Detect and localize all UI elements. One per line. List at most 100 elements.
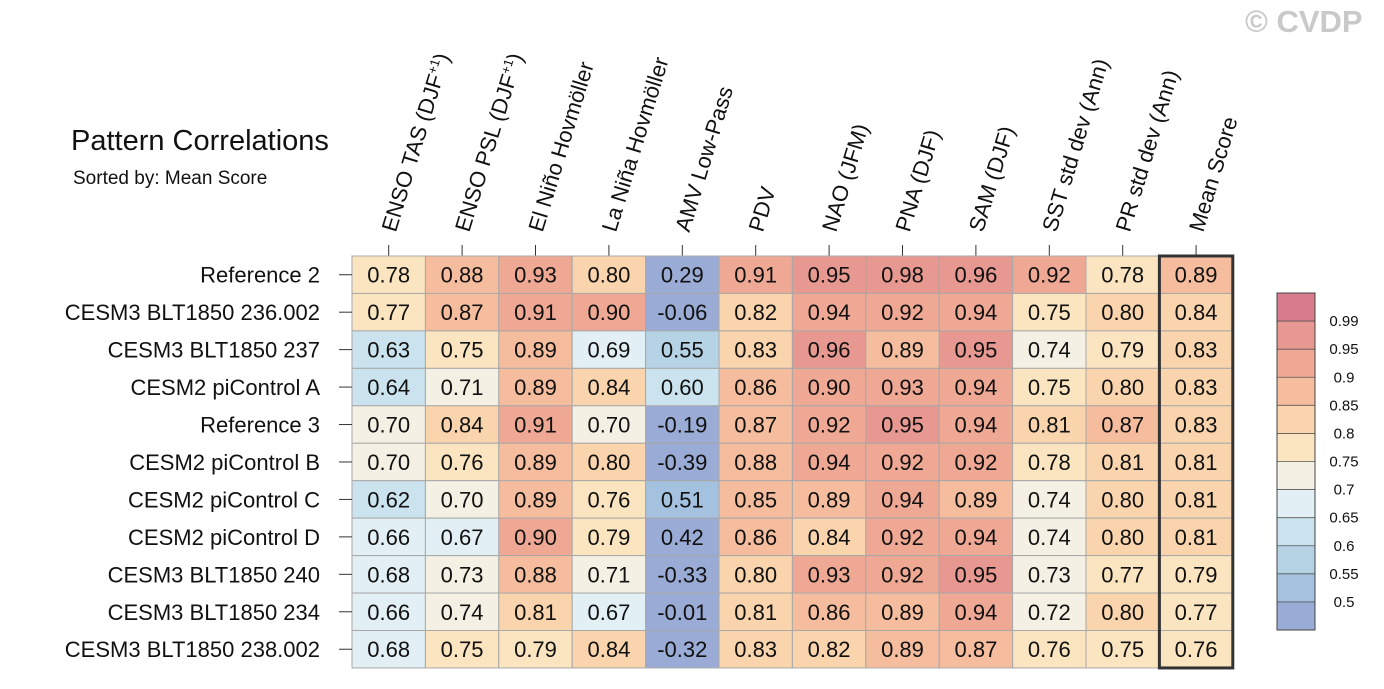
column-label-pna-djf: PNA (DJF) <box>890 127 945 235</box>
heatmap-cell <box>571 292 647 332</box>
cell-value-label: 0.81 <box>1175 525 1218 550</box>
heatmap-cell <box>571 367 647 407</box>
colorbar-tick-label: 0.65 <box>1329 510 1358 527</box>
heatmap-cell <box>718 630 793 669</box>
heatmap-cell <box>351 480 426 519</box>
cell-value-label: 0.77 <box>1101 562 1144 587</box>
row-label-cesm2-picontrol-c: CESM2 piControl C <box>128 487 320 512</box>
heatmap-cell <box>865 292 940 332</box>
heatmap-cell <box>1012 255 1087 294</box>
heatmap-cell <box>1012 480 1087 519</box>
cell-value-label: 0.81 <box>1175 450 1218 475</box>
heatmap-cell <box>718 367 793 407</box>
cell-value-label: 0.77 <box>1175 600 1218 625</box>
heatmap-cell <box>718 480 793 519</box>
cell-value-label: 0.83 <box>1175 338 1218 363</box>
heatmap-cell <box>1085 405 1160 444</box>
column-label-pr-std-dev-ann: PR std dev (Ann) <box>1111 67 1184 235</box>
colorbar-tick-label: 0.8 <box>1334 425 1355 442</box>
cell-value-label: 0.80 <box>1101 375 1144 400</box>
heatmap-cell <box>865 442 940 482</box>
cell-value-label: 0.83 <box>734 637 777 662</box>
cell-value-label: 0.78 <box>367 263 410 288</box>
cell-value-label: 0.90 <box>587 300 630 325</box>
heatmap-cell <box>718 405 793 444</box>
heatmap-cell <box>1158 367 1234 407</box>
cell-value-label: -0.01 <box>657 600 707 625</box>
heatmap-cell <box>571 405 647 444</box>
cell-value-label: 0.74 <box>441 600 484 625</box>
cell-value-label: 0.80 <box>1101 300 1144 325</box>
colorbar-segment <box>1277 349 1315 378</box>
colorbar-segment <box>1277 489 1315 518</box>
heatmap-cell <box>424 405 500 444</box>
column-label-sst-std-dev-ann: SST std dev (Ann) <box>1037 56 1113 235</box>
heatmap-cell <box>424 292 500 332</box>
heatmap-cell <box>424 480 500 519</box>
heatmap-cell <box>645 630 720 669</box>
column-label-pdv: PDV <box>744 184 781 235</box>
heatmap-cell <box>498 517 573 557</box>
heatmap-cell <box>865 405 940 444</box>
cell-value-label: 0.89 <box>514 487 557 512</box>
cell-value-label: 0.79 <box>1175 562 1218 587</box>
heatmap-cell <box>571 480 647 519</box>
chart-subtitle: Sorted by: Mean Score <box>73 168 268 189</box>
cell-value-label: 0.93 <box>808 562 851 587</box>
cell-value-label: 0.69 <box>587 338 630 363</box>
cell-value-label: -0.19 <box>657 413 707 438</box>
colorbar-segment <box>1277 573 1315 602</box>
heatmap-cell <box>1158 405 1234 444</box>
cell-value-label: 0.79 <box>514 637 557 662</box>
cell-value-label: 0.75 <box>441 338 484 363</box>
row-labels: Reference 2 CESM3 BLT1850 236.002 CESM3 BL… <box>65 263 352 662</box>
cell-value-label: 0.79 <box>1101 338 1144 363</box>
column-label-el-ni-o-hovm-ller: El Niño Hovmöller <box>523 59 598 235</box>
cell-value-label: 0.91 <box>514 300 557 325</box>
column-label-nao-jfm: NAO (JFM) <box>817 121 873 235</box>
row-label-cesm2-picontrol-b: CESM2 piControl B <box>129 450 320 475</box>
heatmap-cell <box>1012 292 1087 332</box>
cell-value-label: 0.89 <box>514 375 557 400</box>
cell-value-label: 0.75 <box>1028 375 1071 400</box>
cell-value-label: 0.84 <box>808 525 851 550</box>
heatmap-cell <box>645 367 720 407</box>
cell-value-label: 0.84 <box>1175 300 1218 325</box>
heatmap-cell <box>1158 517 1234 557</box>
cell-value-label: 0.89 <box>881 637 924 662</box>
cell-value-label: 0.94 <box>954 413 997 438</box>
cell-value-label: 0.51 <box>661 487 704 512</box>
cell-value-label: -0.39 <box>657 450 707 475</box>
heatmap-cell <box>498 292 573 332</box>
heatmap-cell <box>865 517 940 557</box>
heatmap-cell <box>938 292 1014 332</box>
cell-value-label: 0.94 <box>954 375 997 400</box>
heatmap-cell <box>791 555 867 594</box>
heatmap-cell <box>1158 592 1234 631</box>
heatmap-cell <box>351 630 426 669</box>
heatmap-cell <box>645 292 720 332</box>
heatmap-cell <box>1085 330 1160 369</box>
heatmap-cell <box>865 367 940 407</box>
cell-value-label: 0.71 <box>587 562 630 587</box>
column-labels: ENSO TAS (DJF+1)ENSO PSL (DJF+1)El Niño … <box>377 50 1243 256</box>
cell-value-label: 0.68 <box>367 637 410 662</box>
heatmap-cell <box>1158 630 1234 669</box>
cell-value-label: 0.78 <box>1028 450 1071 475</box>
heatmap-cell <box>791 255 867 294</box>
colorbar-segment <box>1277 517 1315 546</box>
cell-value-label: 0.84 <box>587 637 630 662</box>
heatmap-cell <box>498 255 573 294</box>
heatmap-cell <box>498 442 573 482</box>
cell-value-label: 0.55 <box>661 338 704 363</box>
heatmap-cell <box>718 517 793 557</box>
cell-value-label: 0.75 <box>1101 637 1144 662</box>
cell-value-label: 0.94 <box>808 450 851 475</box>
cell-value-label: 0.86 <box>734 525 777 550</box>
cell-value-label: 0.73 <box>441 562 484 587</box>
heatmap-cell <box>791 330 867 369</box>
colorbar-tick-label: 0.6 <box>1334 538 1355 555</box>
cell-value-label: 0.73 <box>1028 562 1071 587</box>
row-label-cesm3-blt1850-240: CESM3 BLT1850 240 <box>108 562 320 587</box>
heatmap-cell <box>351 367 426 407</box>
